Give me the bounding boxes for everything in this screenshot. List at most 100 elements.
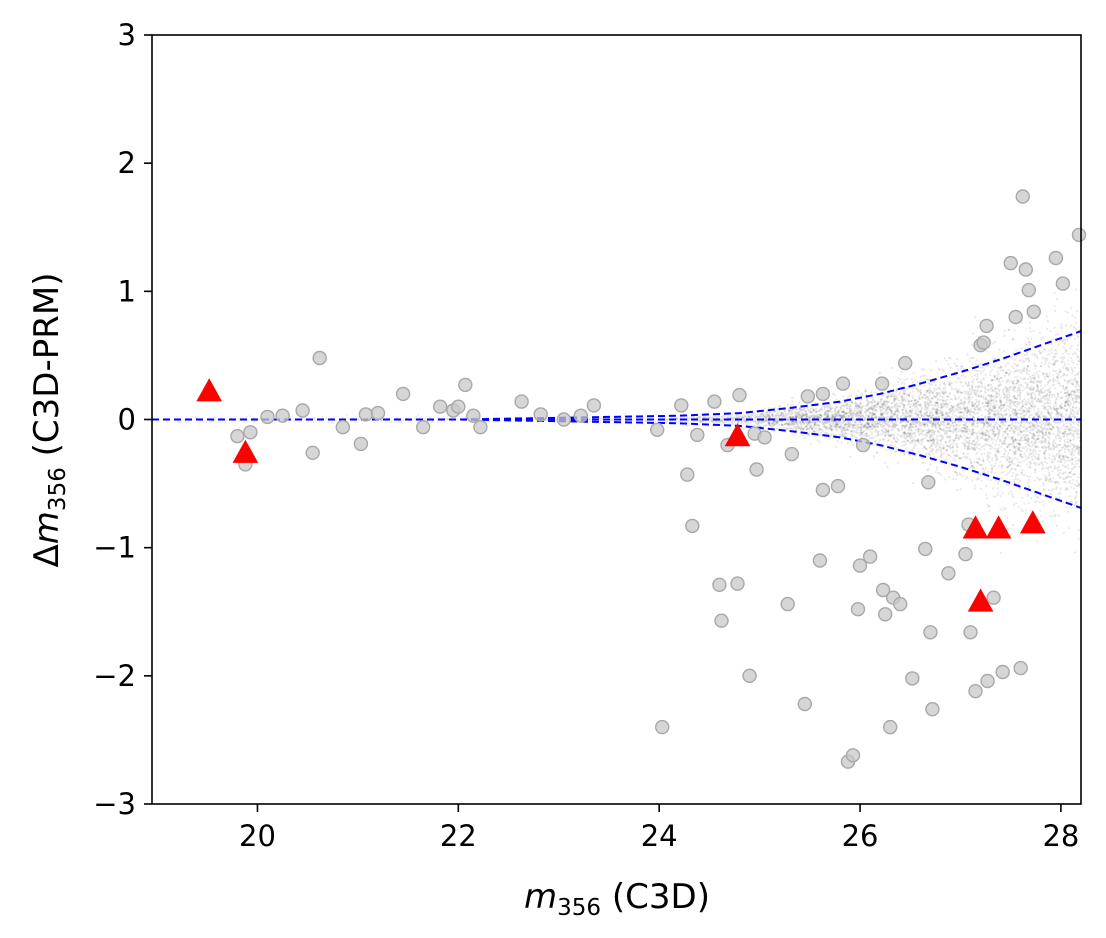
density-point <box>773 423 776 427</box>
density-point <box>969 413 972 417</box>
density-point <box>1008 460 1011 464</box>
density-point <box>1000 376 1003 379</box>
density-point <box>928 429 931 432</box>
density-point <box>967 382 970 385</box>
density-point <box>1052 377 1055 380</box>
density-point <box>848 411 851 414</box>
density-point <box>1050 413 1053 416</box>
density-point <box>1048 478 1052 481</box>
density-point <box>1001 423 1005 426</box>
density-point <box>1058 452 1061 455</box>
density-point <box>987 461 991 464</box>
density-point <box>872 436 875 439</box>
density-point <box>986 453 989 456</box>
density-point <box>1058 456 1061 459</box>
density-point <box>1027 360 1031 363</box>
density-point <box>1003 452 1006 455</box>
density-point <box>884 431 887 434</box>
density-point <box>1004 371 1007 374</box>
density-point <box>993 374 996 377</box>
density-point <box>1063 404 1066 408</box>
density-point <box>902 392 905 395</box>
density-point <box>912 372 915 375</box>
density-point <box>942 403 946 406</box>
density-point <box>989 402 993 405</box>
density-point <box>1027 502 1031 505</box>
density-point <box>1063 444 1066 447</box>
density-point <box>1070 486 1073 489</box>
density-point <box>999 495 1002 498</box>
density-point <box>974 437 978 440</box>
density-point <box>991 433 994 436</box>
density-point <box>1036 434 1040 437</box>
density-point <box>1055 487 1058 490</box>
density-point <box>912 438 915 441</box>
density-point <box>899 401 902 404</box>
density-point <box>1020 347 1023 350</box>
density-point <box>1064 481 1067 484</box>
density-point <box>1012 367 1015 370</box>
density-point <box>1015 348 1018 351</box>
density-point <box>850 412 853 416</box>
density-point <box>1077 429 1080 432</box>
density-point <box>913 420 916 423</box>
density-point <box>1057 382 1060 385</box>
density-point <box>1019 461 1022 464</box>
density-point <box>797 412 800 415</box>
density-point <box>937 415 940 418</box>
density-point <box>1077 528 1080 532</box>
density-point <box>599 417 602 420</box>
density-point <box>853 409 856 412</box>
density-point <box>780 412 783 415</box>
density-point <box>1049 514 1052 518</box>
density-point <box>1014 438 1017 441</box>
density-point <box>972 381 975 384</box>
density-point <box>969 389 972 392</box>
density-point <box>961 470 964 473</box>
density-point <box>826 415 829 419</box>
density-point <box>904 440 907 443</box>
density-point <box>1020 436 1023 439</box>
density-point <box>842 436 845 439</box>
density-point <box>938 471 941 474</box>
density-point <box>957 403 960 406</box>
density-point <box>869 406 872 409</box>
density-point <box>789 413 793 416</box>
density-point <box>1071 482 1074 485</box>
density-point <box>930 425 933 428</box>
density-point <box>953 438 957 441</box>
density-point <box>1071 406 1074 409</box>
density-point <box>1009 370 1012 373</box>
density-point <box>948 416 952 419</box>
density-point <box>982 423 986 426</box>
density-point <box>1025 412 1028 415</box>
density-point <box>978 459 981 462</box>
density-point <box>897 433 900 436</box>
density-point <box>1035 381 1038 384</box>
density-point <box>1027 456 1030 459</box>
density-point <box>1015 382 1018 385</box>
density-point <box>997 367 1000 370</box>
density-point <box>972 440 976 444</box>
density-point <box>1021 446 1024 449</box>
density-point <box>783 409 786 412</box>
density-point <box>956 455 959 458</box>
density-point <box>1007 432 1010 436</box>
density-point <box>954 439 957 442</box>
density-point <box>1072 425 1075 428</box>
density-point <box>780 413 783 416</box>
density-point <box>1001 442 1004 445</box>
density-point <box>1032 391 1035 394</box>
density-point <box>1072 406 1075 409</box>
density-point <box>941 399 945 402</box>
density-point <box>1013 480 1016 483</box>
density-point <box>414 416 417 419</box>
density-point <box>871 397 874 400</box>
density-point <box>1028 413 1031 417</box>
density-point <box>1073 450 1076 453</box>
density-point <box>849 407 852 410</box>
density-point <box>953 410 956 413</box>
density-point <box>994 413 997 416</box>
density-point <box>989 379 993 382</box>
density-point <box>1065 399 1068 402</box>
